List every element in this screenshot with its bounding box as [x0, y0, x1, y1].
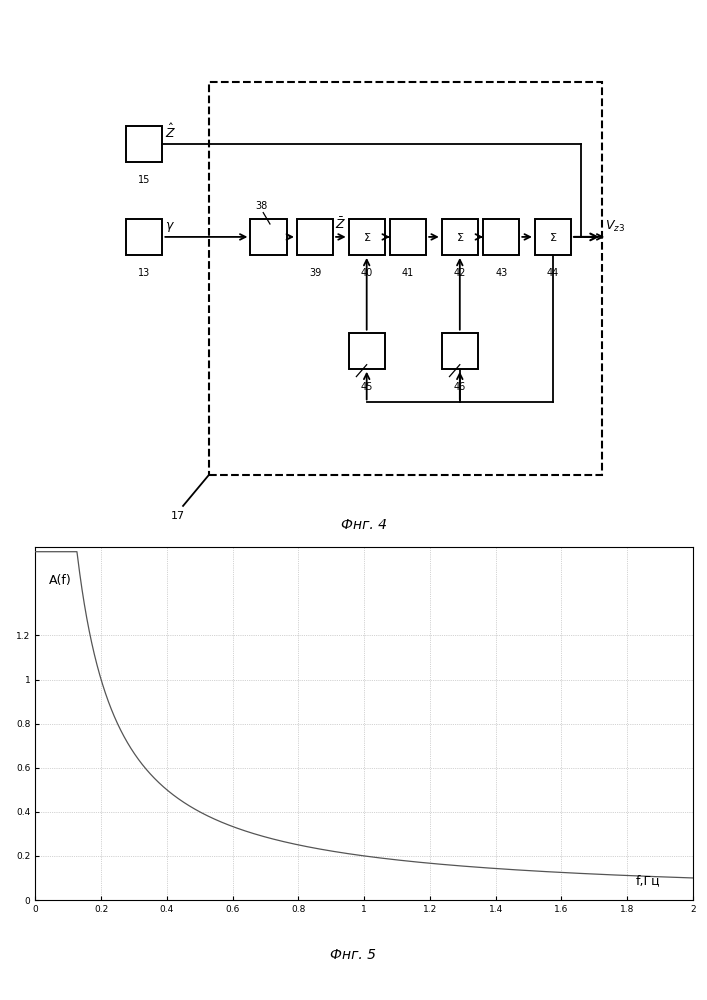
Bar — [483, 219, 520, 255]
Text: Фнг. 5: Фнг. 5 — [330, 948, 377, 962]
Text: $\Sigma$: $\Sigma$ — [363, 231, 371, 243]
Bar — [126, 126, 163, 162]
Bar — [250, 219, 286, 255]
Bar — [126, 219, 163, 255]
Text: A(f): A(f) — [49, 574, 71, 587]
Text: 40: 40 — [361, 268, 373, 278]
Text: 43: 43 — [495, 268, 508, 278]
Bar — [534, 219, 571, 255]
Bar — [390, 219, 426, 255]
Text: 39: 39 — [309, 268, 321, 278]
Text: 46: 46 — [454, 382, 466, 392]
Text: $\hat{Z}$: $\hat{Z}$ — [165, 123, 176, 141]
Text: $V_{z3}$: $V_{z3}$ — [604, 219, 625, 234]
Text: Фнг. 4: Фнг. 4 — [341, 518, 387, 532]
Bar — [297, 219, 333, 255]
Text: 45: 45 — [361, 382, 373, 392]
Text: 41: 41 — [402, 268, 414, 278]
Bar — [442, 333, 478, 369]
Bar — [442, 219, 478, 255]
Text: $\bar{Z}$: $\bar{Z}$ — [334, 216, 346, 232]
Text: $\Sigma$: $\Sigma$ — [549, 231, 557, 243]
Text: 15: 15 — [138, 175, 151, 185]
Text: 17: 17 — [171, 511, 185, 521]
Text: f,Гц: f,Гц — [636, 874, 660, 887]
Text: 42: 42 — [454, 268, 466, 278]
Bar — [349, 219, 385, 255]
Text: $\Sigma$: $\Sigma$ — [455, 231, 464, 243]
Text: 44: 44 — [547, 268, 559, 278]
Text: 13: 13 — [138, 268, 151, 278]
Bar — [349, 333, 385, 369]
Text: $\gamma$: $\gamma$ — [165, 220, 175, 234]
Text: 38: 38 — [255, 201, 268, 211]
Bar — [209, 82, 602, 475]
